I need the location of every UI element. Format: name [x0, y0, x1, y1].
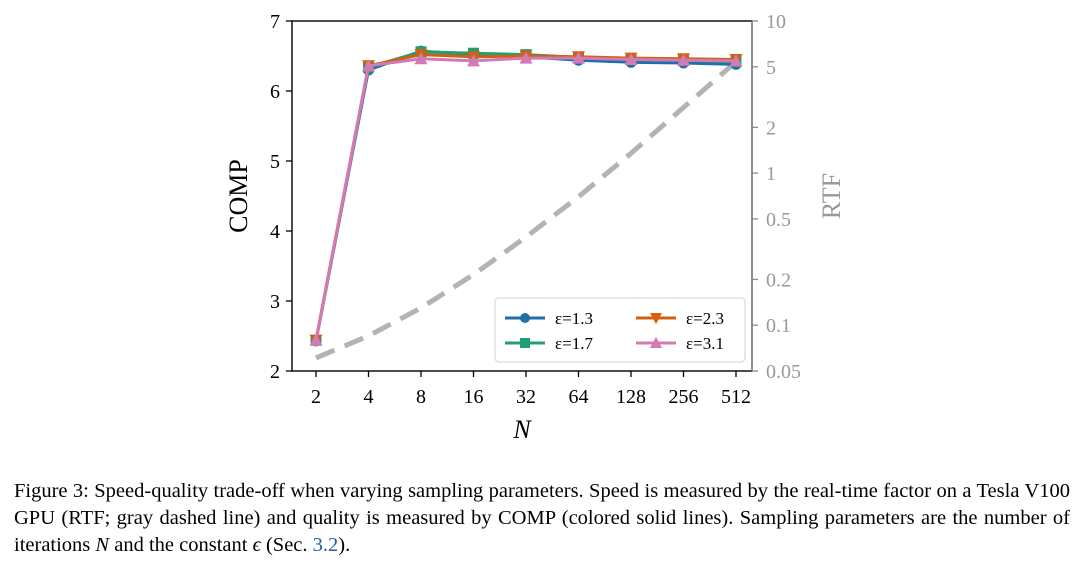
series-4-point-512: [729, 54, 743, 67]
legend-label-2: ε=1.7: [555, 334, 593, 353]
x-tick-label-512: 512: [721, 386, 751, 408]
legend-label-3: ε=2.3: [686, 309, 724, 328]
legend-marker-4: [650, 337, 662, 348]
legend-marker-2: [520, 338, 530, 348]
legend-marker-3: [650, 313, 662, 324]
left-tick-label-3: 3: [270, 291, 280, 313]
caption-section-ref-link[interactable]: 3.2: [312, 534, 339, 556]
x-tick-label-128: 128: [616, 386, 646, 408]
series-markers-4: [309, 51, 743, 346]
series-4-point-32: [519, 51, 533, 64]
left-tick-label-7: 7: [270, 11, 280, 33]
legend-marker-1: [520, 313, 530, 323]
series-4-point-8: [414, 52, 428, 65]
x-tick-label-4: 4: [364, 386, 374, 408]
x-tick-label-32: 32: [516, 386, 536, 408]
caption-var-eps: ϵ: [252, 534, 261, 556]
x-tick-label-2: 2: [311, 386, 321, 408]
right-tick-label-1: 1: [766, 163, 776, 185]
left-tick-label-4: 4: [270, 221, 280, 243]
legend: ε=1.3 ε=1.7 ε=2.3 ε=3.1: [494, 297, 746, 363]
caption-var-n: N: [95, 534, 110, 556]
right-tick-label-0.5: 0.5: [766, 209, 791, 231]
series-line-3: [314, 53, 737, 341]
x-tick-label-8: 8: [416, 386, 426, 408]
caption-text-d: ).: [338, 534, 351, 556]
rtf-series-line: [315, 59, 738, 361]
x-tick-label-64: 64: [569, 386, 589, 408]
series-4-point-64: [572, 51, 585, 64]
legend-label-1: ε=1.3: [555, 309, 593, 328]
caption-text-a: Speed-quality trade-off when varying sam…: [14, 480, 1071, 556]
left-tick-label-2: 2: [270, 361, 280, 383]
left-tick-label-6: 6: [270, 81, 280, 103]
right-tick-label-5: 5: [766, 57, 776, 79]
right-tick-label-0.1: 0.1: [766, 315, 791, 337]
x-tick-label-16: 16: [464, 386, 484, 408]
chart-figure: 2 3 4 5 6 7 0.05 0.1 0.2 0.5 1 2 5 10 2 4 8 16 32 64 128 256 5…: [224, 11, 846, 444]
right-tick-label-10: 10: [766, 11, 786, 33]
left-tick-label-5: 5: [270, 151, 280, 173]
series-4-point-128: [624, 53, 638, 65]
right-axis-label: RTF: [817, 173, 846, 219]
right-tick-label-0.05: 0.05: [766, 361, 801, 383]
legend-box: [494, 297, 746, 363]
caption-text-c: (Sec.: [265, 534, 308, 556]
figure-caption: Figure 3: Speed-quality trade-off when v…: [14, 478, 1070, 559]
series-4-point-2: [309, 333, 323, 346]
caption-text-b: and the constant: [114, 534, 248, 556]
series-line-1: [314, 49, 737, 342]
right-tick-label-2: 2: [766, 117, 776, 139]
legend-label-4: ε=3.1: [686, 334, 724, 353]
caption-label: Figure 3:: [14, 480, 89, 502]
x-axis-label: N: [512, 415, 532, 444]
series-line-2: [314, 50, 737, 341]
right-tick-label-0.2: 0.2: [766, 269, 791, 291]
left-axis-label: COMP: [224, 159, 253, 233]
series-4-point-256: [677, 53, 690, 66]
series-4-point-16: [467, 54, 480, 67]
series-4-point-4: [362, 59, 375, 72]
x-tick-label-256: 256: [669, 386, 699, 408]
